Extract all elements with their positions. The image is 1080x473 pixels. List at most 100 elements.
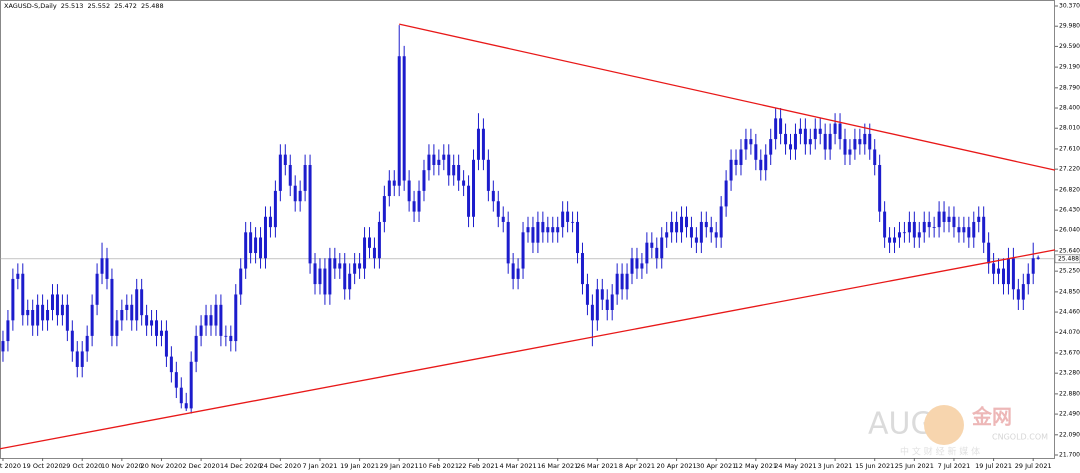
candle-body: [16, 273, 20, 279]
y-tick-label: 28.010: [1059, 125, 1080, 132]
candle-body: [987, 242, 991, 264]
x-tick-label: 7 Jul 2021: [938, 462, 971, 470]
candle-body: [536, 221, 540, 243]
candle-body: [556, 227, 560, 233]
y-tick-label: 24.070: [1059, 329, 1080, 336]
candle-body: [714, 232, 718, 238]
candle-body: [764, 154, 768, 171]
candle-body: [590, 304, 594, 321]
y-tick-label: 29.980: [1059, 23, 1080, 30]
candle-body: [793, 133, 797, 150]
y-tick-label: 28.400: [1059, 105, 1080, 112]
candle-body: [580, 253, 584, 285]
candle-body: [491, 190, 495, 202]
y-tick-label: 26.820: [1059, 186, 1080, 193]
candle-body: [501, 216, 505, 222]
candle-body: [135, 289, 139, 321]
candle-body: [962, 227, 966, 233]
candle-body: [858, 139, 862, 145]
candle-body: [997, 268, 1001, 274]
watermark-site: CNGOLD.COM: [992, 433, 1048, 442]
x-tick-label: 7 Oct 2020: [0, 462, 21, 470]
candle-body: [254, 237, 258, 254]
candle-body: [179, 387, 183, 404]
candle-body: [1011, 258, 1015, 290]
candle-body: [452, 164, 456, 176]
candle-body: [828, 133, 832, 150]
x-tick-label: 3 Jun 2021: [818, 462, 853, 470]
candle-body: [650, 242, 654, 248]
candle-body: [467, 185, 471, 217]
candle-body: [333, 258, 337, 269]
candle-body: [313, 263, 317, 285]
candle-body: [907, 221, 911, 233]
candle-body: [779, 118, 783, 134]
candle-body: [937, 211, 941, 228]
candle-body: [546, 227, 550, 233]
candle-body: [159, 330, 163, 336]
candle-body: [818, 128, 822, 134]
candle-body: [402, 56, 406, 181]
candle-body: [1006, 258, 1010, 285]
x-tick-label: 29 Jan 2021: [380, 462, 419, 470]
header-value: 25.552: [87, 2, 110, 10]
candle-body: [26, 309, 30, 316]
candle-body: [734, 159, 738, 165]
y-tick-label: 29.590: [1059, 43, 1080, 50]
candle-body: [41, 304, 45, 321]
candle-body: [680, 216, 684, 233]
candle-body: [303, 164, 307, 191]
candle-body: [952, 216, 956, 228]
candle-body: [234, 294, 238, 342]
candle-body: [893, 237, 897, 243]
candle-body: [486, 159, 490, 191]
candle-body: [595, 289, 599, 321]
x-tick-label: 15 Jun 2021: [855, 462, 894, 470]
x-tick-label: 19 Jan 2021: [340, 462, 379, 470]
candle-body: [571, 221, 575, 223]
candle-body: [318, 268, 322, 285]
candle-body: [447, 154, 451, 176]
x-tick-label: 7 Jan 2021: [303, 462, 338, 470]
candle-body: [541, 221, 545, 233]
y-tick-label: 26.040: [1059, 227, 1080, 234]
candle-body: [328, 258, 332, 295]
candle-body: [640, 263, 644, 269]
candle-body: [511, 263, 515, 279]
price-label: 25.488: [1058, 255, 1079, 262]
candle-body: [36, 304, 40, 326]
x-tick-label: 20 Apr 2021: [656, 462, 696, 470]
candle-body: [288, 164, 292, 186]
candle-body: [481, 128, 485, 160]
candle-body: [576, 221, 580, 254]
x-tick-label: 14 Dec 2020: [220, 462, 262, 470]
candle-body: [957, 227, 961, 233]
candle-body: [967, 227, 971, 238]
candle-body: [120, 309, 124, 321]
candle-body: [561, 211, 565, 228]
x-tick-label: 10 Nov 2020: [101, 462, 143, 470]
candle-body: [387, 180, 391, 197]
candle-body: [655, 247, 659, 259]
candle-body: [382, 196, 386, 222]
candle-body: [878, 164, 882, 212]
y-tick-label: 24.460: [1059, 309, 1080, 316]
y-tick-label: 21.700: [1059, 451, 1080, 458]
candle-body: [739, 149, 743, 165]
candle-body: [897, 232, 901, 238]
x-tick-label: 29 Oct 2020: [62, 462, 102, 470]
candle-body: [46, 309, 50, 321]
candle-body: [868, 133, 872, 150]
candle-body: [164, 330, 168, 357]
candle-body: [115, 320, 119, 336]
candle-body: [155, 320, 159, 336]
x-tick-label: 8 Apr 2021: [619, 462, 655, 470]
candle-body: [566, 211, 570, 222]
header-value: 25.472: [114, 2, 137, 10]
candle-body: [883, 211, 887, 238]
candle-body: [51, 294, 55, 310]
candle-body: [823, 133, 827, 150]
candle-body: [803, 128, 807, 145]
x-tick-label: 22 Feb 2021: [458, 462, 498, 470]
